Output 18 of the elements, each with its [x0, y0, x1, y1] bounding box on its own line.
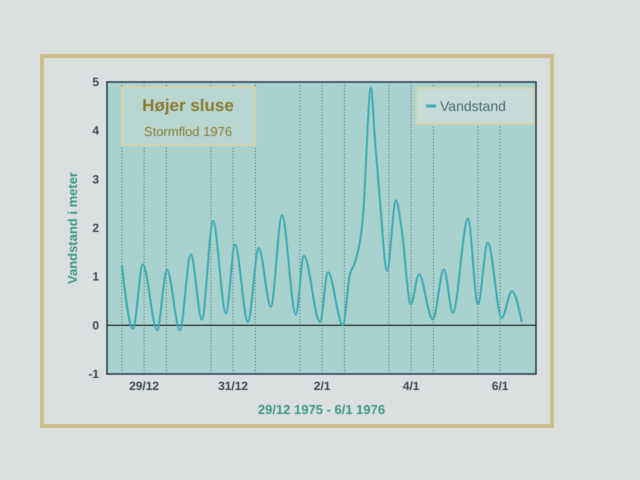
y-tick-label: 5: [92, 75, 100, 89]
y-tick-label: 4: [92, 124, 100, 138]
x-tick-label: 4/1: [402, 379, 420, 393]
legend-label: Vandstand: [440, 98, 506, 114]
x-tick-label: 6/1: [492, 379, 509, 393]
y-tick-label: -1: [88, 367, 100, 381]
text: Stormflod 1976: [144, 124, 232, 139]
y-axis-title: Vandstand i meter: [65, 172, 80, 284]
x-tick-label: 31/12: [218, 379, 248, 393]
x-axis-title: 29/12 1975 - 6/1 1976: [258, 402, 386, 417]
y-tick-label: 0: [92, 318, 100, 332]
line-series: [120, 86, 523, 332]
y-tick-label: 1: [92, 270, 100, 284]
y-tick-label: 3: [92, 172, 100, 186]
x-tick-label: 29/12: [129, 379, 160, 393]
text: Højer sluse: [142, 96, 234, 115]
x-tick-label: 2/1: [314, 379, 331, 393]
y-tick-label: 2: [92, 221, 100, 235]
